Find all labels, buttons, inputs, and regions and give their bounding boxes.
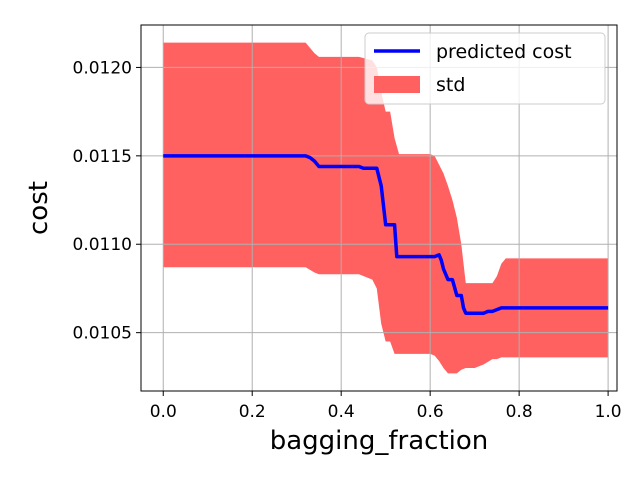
legend-label-std: std bbox=[436, 74, 465, 96]
x-tick-label: 0.2 bbox=[239, 402, 266, 422]
legend-box bbox=[364, 32, 606, 105]
std-band bbox=[163, 42, 609, 374]
predicted-cost-line bbox=[163, 154, 609, 315]
plot-frame bbox=[140, 24, 618, 392]
y-tick-label: 0.0110 bbox=[73, 235, 132, 255]
x-tick-label: 0.0 bbox=[150, 402, 177, 422]
y-axis-label: cost bbox=[24, 181, 54, 235]
x-axis-label: bagging_fraction bbox=[270, 426, 489, 456]
y-tick-label: 0.0105 bbox=[73, 324, 132, 344]
x-tick-label: 0.8 bbox=[506, 402, 533, 422]
legend-swatch-std bbox=[374, 76, 420, 93]
legend-label-predicted-cost: predicted cost bbox=[436, 41, 572, 63]
y-axis-ticks: 0.0105 0.0110 0.0115 0.0120 bbox=[73, 58, 141, 344]
x-tick-label: 0.4 bbox=[328, 402, 355, 422]
x-axis-ticks: 0.0 0.2 0.4 0.6 0.8 1.0 bbox=[150, 391, 622, 422]
std-band-layer bbox=[163, 42, 609, 374]
predicted-cost-line-layer bbox=[163, 154, 609, 315]
y-tick-label: 0.0120 bbox=[73, 58, 132, 78]
x-tick-label: 1.0 bbox=[595, 402, 622, 422]
x-tick-label: 0.6 bbox=[417, 402, 444, 422]
y-tick-label: 0.0115 bbox=[73, 147, 132, 167]
legend: predicted cost std bbox=[364, 32, 606, 105]
